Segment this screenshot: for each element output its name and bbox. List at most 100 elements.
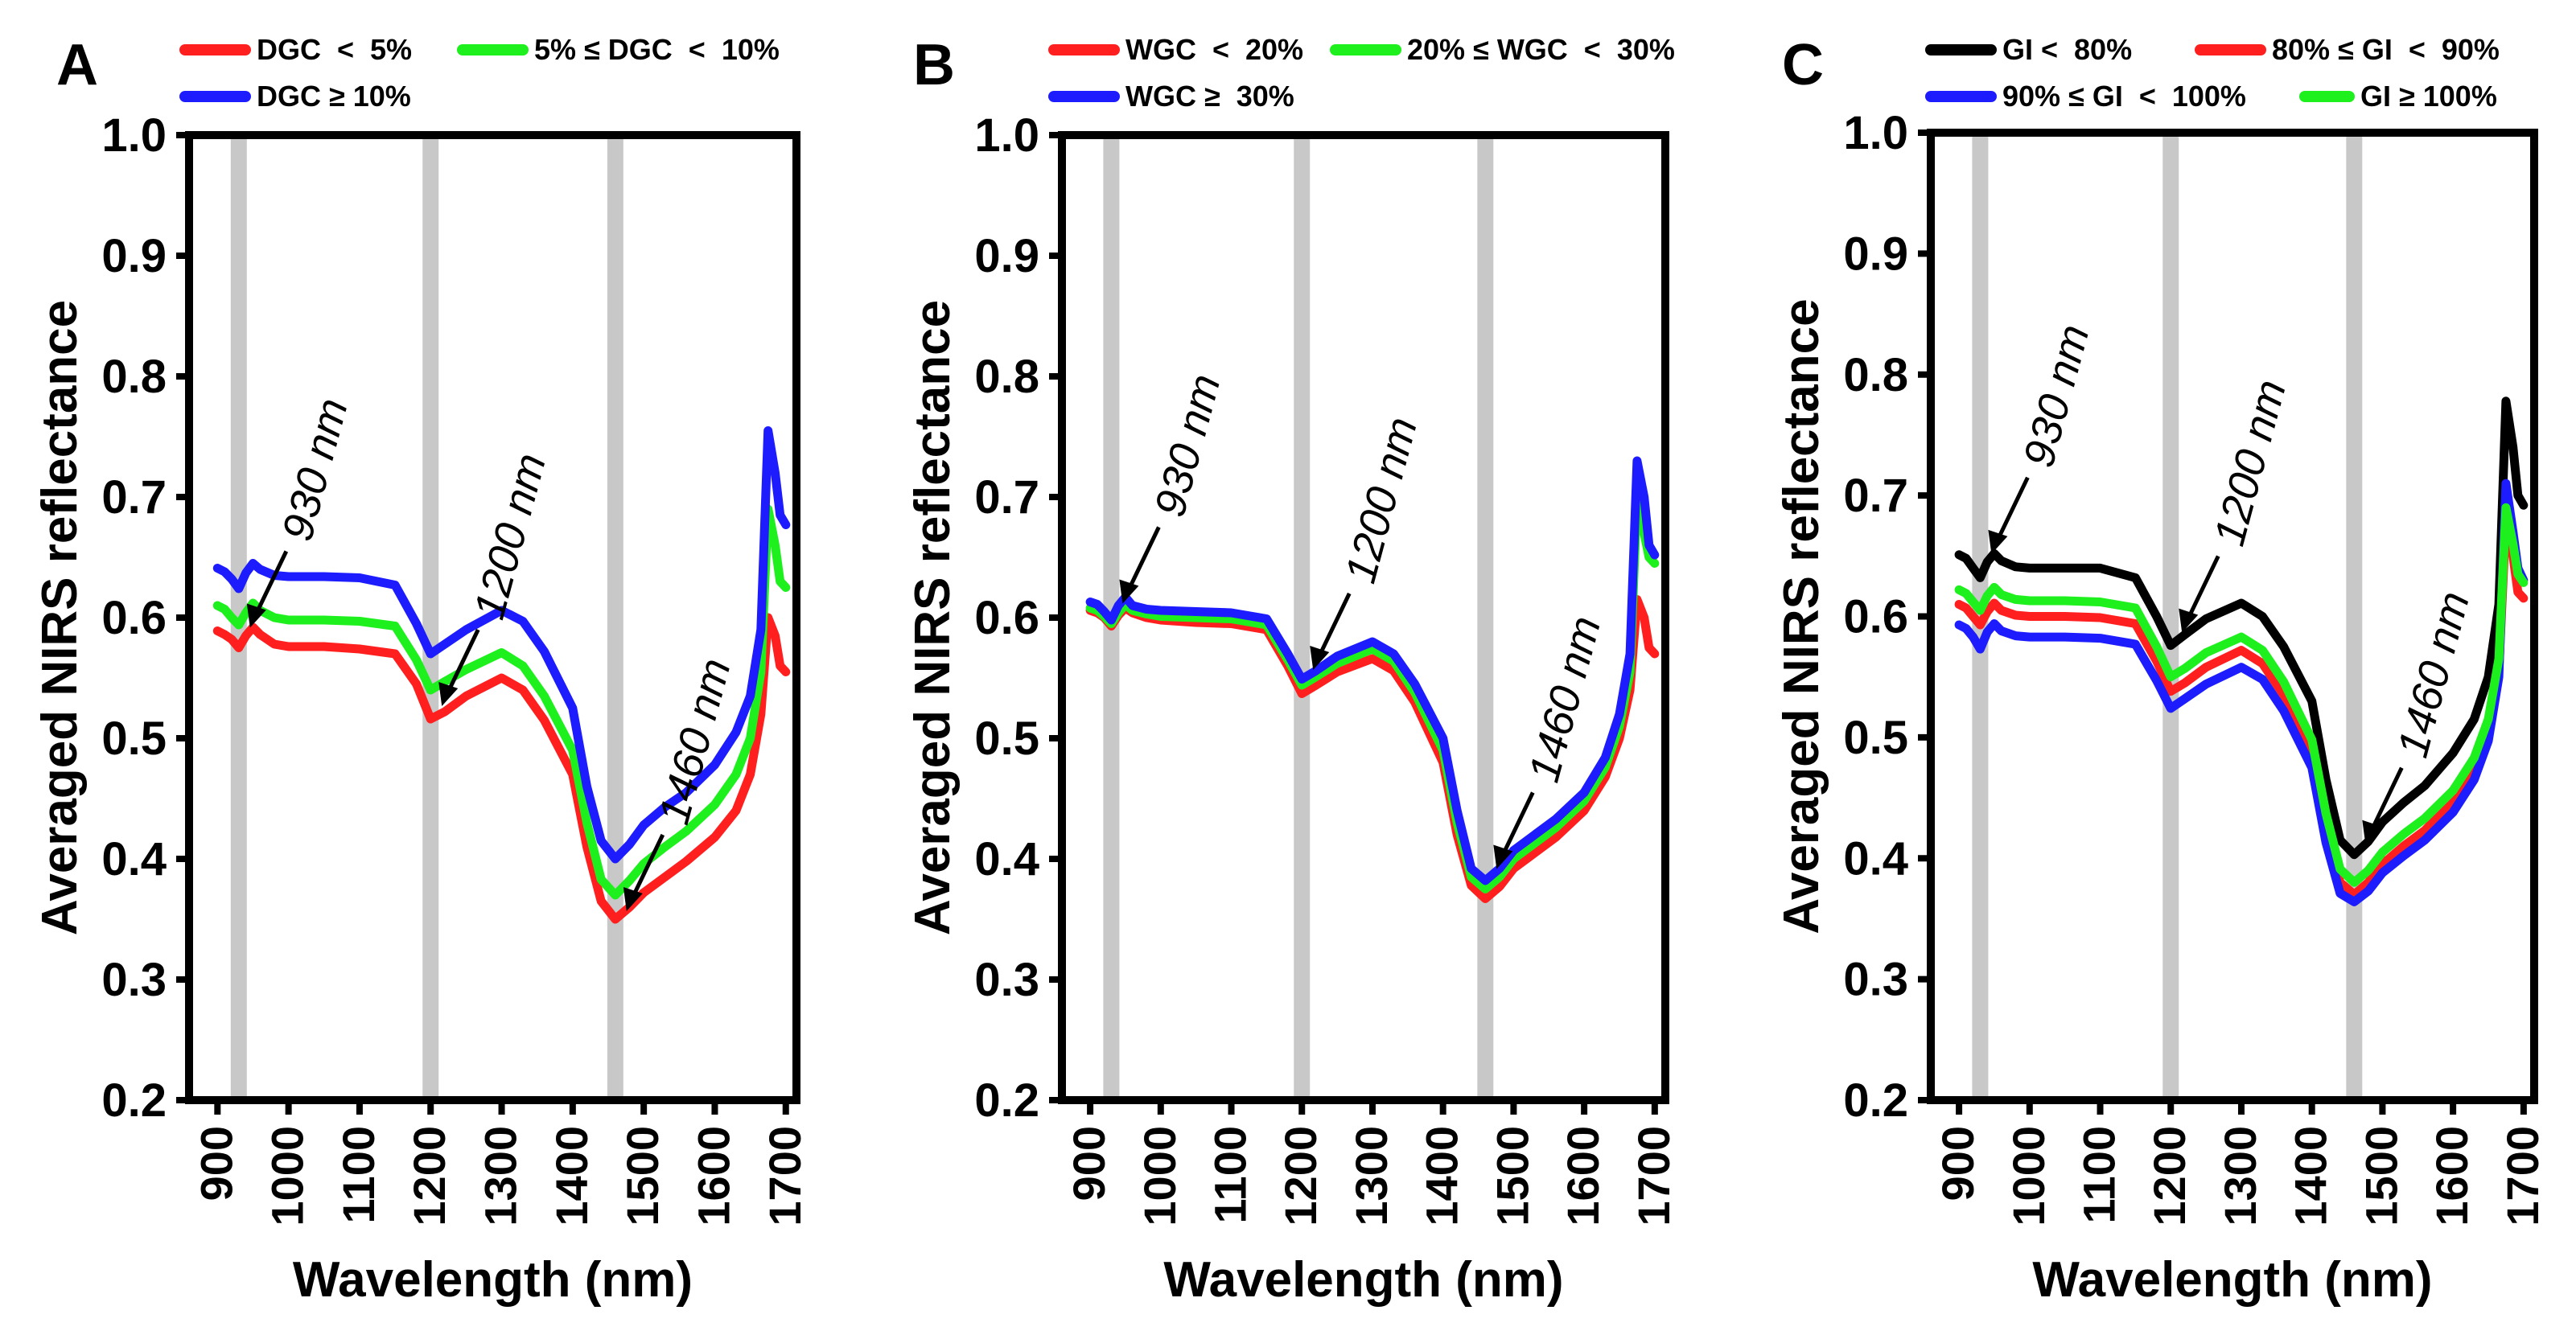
y-axis-title: Averaged NIRS reflectance: [905, 300, 961, 935]
annotation-arrowhead: [2179, 608, 2199, 633]
x-tick-label: 1400: [1417, 1126, 1467, 1226]
x-tick-label: 1500: [1487, 1126, 1537, 1226]
highlight-band: [1294, 135, 1311, 1100]
x-tick-label: 1700: [2497, 1126, 2548, 1226]
x-tick-label: 1000: [1134, 1126, 1185, 1226]
annotation-arrowhead: [623, 887, 643, 911]
panel-C: C 0.2 0.3 0.4 0.5 0.6 0.7 0.8 0.9 1.0 900 1000 1100 1…: [1774, 33, 2548, 1308]
y-tick-label: 0.9: [1843, 228, 1908, 280]
series-line: [212, 426, 791, 864]
x-tick-label: 900: [191, 1126, 241, 1201]
highlight-band: [1477, 135, 1494, 1100]
x-tick-label: 1500: [617, 1126, 668, 1226]
y-tick-label: 0.4: [974, 833, 1039, 885]
panel-label: C: [1782, 33, 1824, 97]
annotation-arrowhead: [438, 682, 459, 706]
x-tick-label: 1200: [1275, 1126, 1326, 1226]
y-tick-label: 0.5: [974, 713, 1039, 765]
legend-label: DGC < 5%: [257, 33, 412, 66]
y-tick-label: 1.0: [101, 109, 167, 162]
annotation-arrowhead: [1988, 529, 2008, 554]
annotation-label: 1200 nm: [1336, 413, 1426, 589]
annotation-label: 1460 nm: [1520, 611, 1610, 787]
annotation-label: 930 nm: [273, 393, 357, 546]
y-tick-label: 0.6: [101, 592, 167, 644]
annotation-arrow: [1501, 791, 1535, 856]
legend-label: 20% ≤ WGC < 30%: [1407, 33, 1675, 66]
x-tick-label: 1400: [546, 1126, 597, 1226]
annotation-arrowhead: [1493, 844, 1513, 869]
x-axis-title: Wavelength (nm): [293, 1252, 693, 1308]
y-tick-label: 0.8: [974, 351, 1039, 403]
annotation-arrowhead: [1310, 646, 1330, 670]
legend-label: WGC ≥ 30%: [1125, 80, 1294, 113]
x-tick-label: 1200: [2144, 1126, 2195, 1226]
y-tick-label: 0.5: [1843, 712, 1908, 764]
y-tick-label: 0.5: [101, 713, 167, 765]
x-tick-label: 1000: [2003, 1126, 2054, 1226]
x-tick-label: 1200: [404, 1126, 455, 1226]
x-tick-label: 900: [1932, 1126, 1983, 1201]
y-tick-label: 0.9: [101, 230, 167, 282]
y-tick-label: 0.2: [974, 1074, 1039, 1127]
annotation-arrow: [446, 628, 480, 693]
x-tick-label: 1500: [2356, 1126, 2406, 1226]
panel-B: B 0.2 0.3 0.4 0.5 0.6 0.7 0.8 0.9 1.0 900 1000 1100 1…: [905, 33, 1679, 1308]
highlight-band: [2162, 133, 2179, 1100]
y-axis-title: Averaged NIRS reflectance: [32, 300, 88, 935]
annotation-arrow: [2370, 766, 2404, 831]
annotation-label: 1200 nm: [465, 449, 555, 625]
x-tick-label: 1600: [1558, 1126, 1608, 1226]
y-tick-label: 0.3: [101, 954, 167, 1006]
x-axis-title: Wavelength (nm): [2032, 1252, 2432, 1308]
x-tick-label: 1300: [1346, 1126, 1397, 1226]
x-tick-label: 1700: [759, 1126, 810, 1226]
y-tick-label: 0.3: [974, 954, 1039, 1006]
series-line: [212, 613, 791, 924]
y-tick-label: 0.6: [1843, 591, 1908, 643]
highlight-band: [607, 135, 623, 1100]
annotation-arrow: [254, 550, 289, 614]
x-tick-label: 1300: [2215, 1126, 2265, 1226]
series-line: [1954, 396, 2529, 860]
x-tick-label: 1700: [1628, 1126, 1679, 1226]
legend-label: 5% ≤ DGC < 10%: [534, 33, 780, 66]
panel-label: B: [913, 33, 955, 97]
annotation-arrow: [1127, 526, 1161, 590]
y-tick-label: 1.0: [974, 109, 1039, 162]
series-line: [1954, 503, 2529, 887]
legend-label: 80% ≤ GI < 90%: [2272, 33, 2500, 66]
y-tick-label: 0.9: [974, 230, 1039, 282]
x-tick-label: 1000: [262, 1126, 313, 1226]
panel-A: A 0.2 0.3 0.4 0.5 0.6 0.7 0.8 0.9 1.0 900 1000 1100 1…: [32, 33, 810, 1308]
x-tick-label: 1100: [333, 1126, 384, 1224]
annotation-arrowhead: [1119, 579, 1139, 604]
y-axis-title: Averaged NIRS reflectance: [1774, 298, 1829, 934]
y-tick-label: 0.7: [1843, 470, 1908, 522]
annotation-arrowhead: [2362, 819, 2382, 844]
annotation-arrowhead: [246, 603, 266, 628]
annotation-label: 1200 nm: [2205, 375, 2295, 551]
x-tick-label: 1600: [2426, 1126, 2477, 1226]
annotation-label: 930 nm: [2014, 319, 2099, 472]
x-tick-label: 1300: [475, 1126, 526, 1226]
x-tick-label: 1600: [688, 1126, 739, 1226]
legend-label: GI ≥ 100%: [2360, 80, 2497, 113]
highlight-band: [422, 135, 439, 1100]
y-tick-label: 0.3: [1843, 954, 1908, 1006]
annotation-arrow: [2186, 555, 2220, 619]
x-tick-label: 1100: [2074, 1126, 2125, 1224]
legend-label: DGC ≥ 10%: [257, 80, 411, 113]
y-tick-label: 0.4: [1843, 832, 1908, 885]
annotation-arrow: [1996, 476, 2030, 540]
y-tick-label: 0.4: [101, 833, 167, 885]
y-tick-label: 1.0: [1843, 107, 1908, 159]
y-tick-label: 0.8: [1843, 349, 1908, 401]
panel-label: A: [56, 33, 98, 97]
annotation-arrow: [1317, 592, 1352, 657]
legend-label: WGC < 20%: [1125, 33, 1303, 66]
series-line: [1085, 456, 1660, 885]
legend-label: 90% ≤ GI < 100%: [2002, 80, 2246, 113]
x-tick-label: 900: [1064, 1126, 1114, 1201]
